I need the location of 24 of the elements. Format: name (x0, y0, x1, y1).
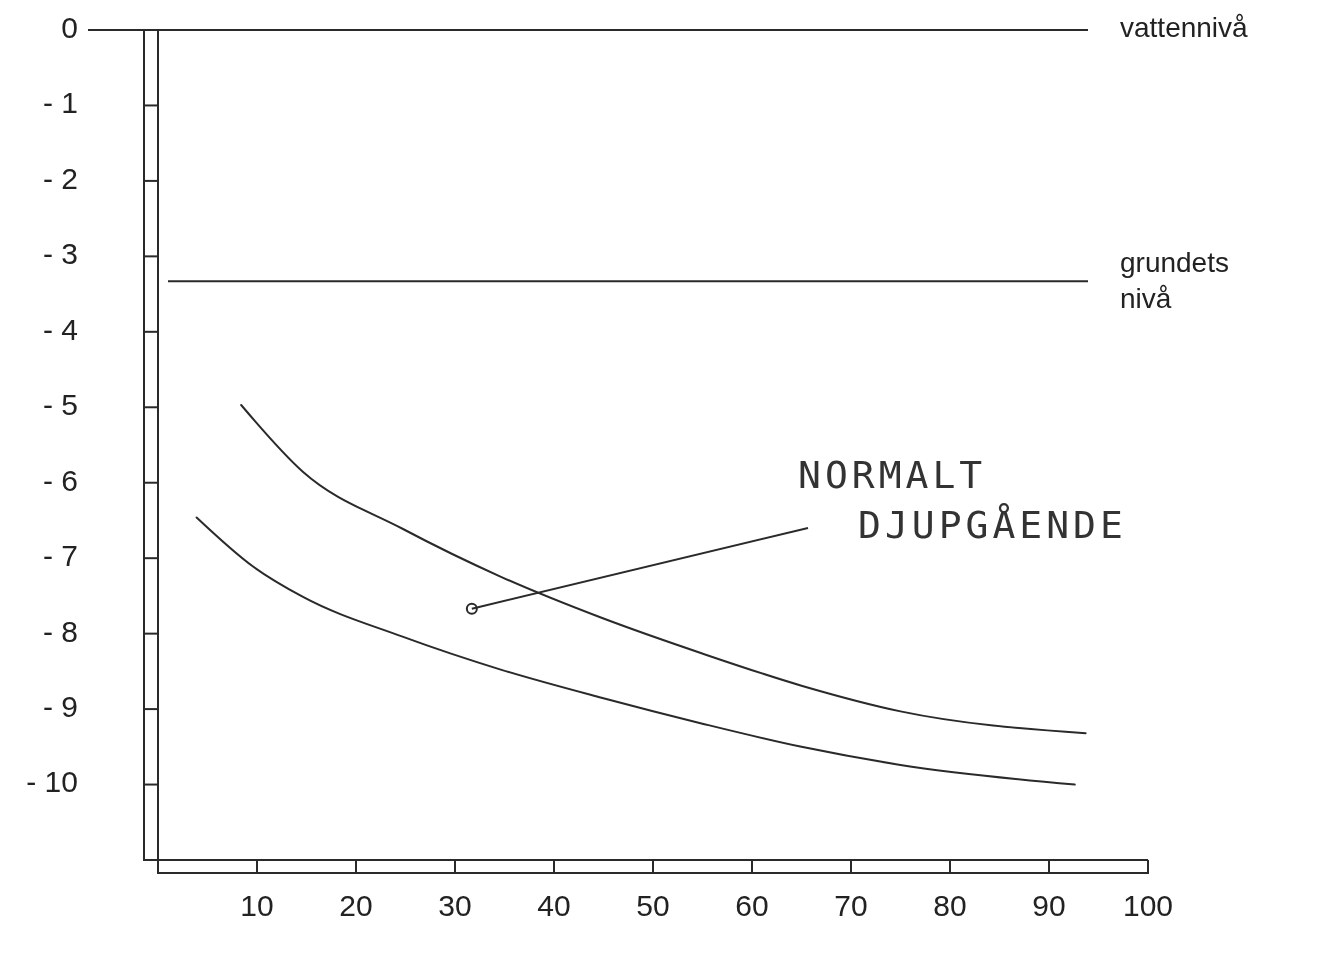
x-tick-label: 20 (339, 888, 373, 922)
annotation: NORMALT DJUPGÅENDE (798, 453, 1127, 547)
ref-line-label: grundets nivå (1120, 247, 1229, 315)
y-tick-label: 0 (61, 10, 78, 44)
x-tick-label: 40 (537, 888, 571, 922)
ref-line-label: vattennivå (1120, 12, 1249, 44)
x-tick-label: 30 (438, 888, 472, 922)
y-tick-label: - 9 (42, 690, 78, 724)
y-tick-label: - 10 (26, 765, 78, 799)
x-tick-label: 50 (636, 888, 670, 922)
y-tick-label: - 6 (42, 463, 78, 497)
y-tick-label: - 7 (42, 539, 78, 573)
y-tick-label: - 8 (42, 614, 78, 648)
x-tick-label: 100 (1122, 888, 1174, 922)
y-tick-label: - 1 (42, 86, 78, 120)
x-tick-label: 60 (735, 888, 769, 922)
x-tick-label: 90 (1032, 888, 1066, 922)
x-tick-label: 80 (933, 888, 967, 922)
x-tick-label: 10 (240, 888, 274, 922)
x-tick-label: 70 (834, 888, 868, 922)
y-tick-label: - 4 (42, 312, 78, 346)
y-tick-label: - 2 (42, 161, 78, 195)
y-tick-label: - 3 (42, 237, 78, 271)
y-tick-label: - 5 (42, 388, 78, 422)
